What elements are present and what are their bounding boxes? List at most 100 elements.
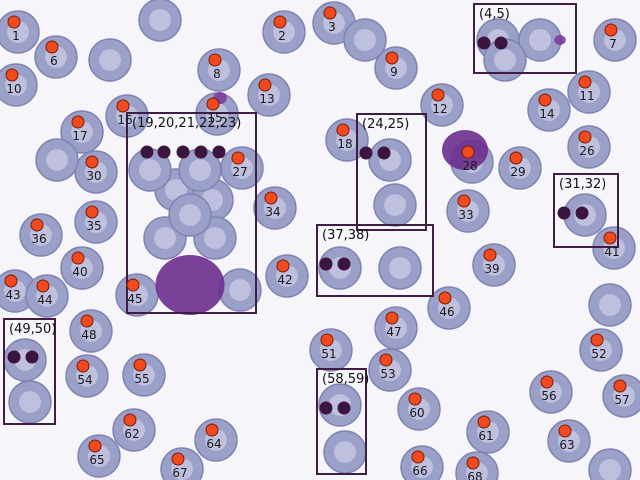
cell-number-label: 64	[206, 437, 222, 451]
cell-number-label: 46	[439, 305, 455, 319]
cell-number-label: 2	[278, 29, 286, 43]
cell-marker	[5, 68, 19, 82]
red-blood-cell	[368, 138, 412, 182]
cell-marker	[613, 379, 627, 393]
group-member-dot	[575, 206, 589, 220]
red-blood-cell	[128, 148, 172, 192]
cell-number-label: 34	[265, 205, 281, 219]
cell-marker	[36, 279, 50, 293]
cell-group-box: (31,32)	[553, 173, 619, 248]
cell-number-label: 8	[213, 67, 221, 81]
group-label: (49,50)	[9, 322, 57, 337]
cell-number-label: 45	[127, 292, 143, 306]
cell-number-label: 27	[232, 165, 248, 179]
group-member-dot	[477, 36, 491, 50]
group-member-dot	[359, 146, 373, 160]
cell-marker	[578, 75, 592, 89]
cell-marker	[171, 452, 185, 466]
group-member-dot	[494, 36, 508, 50]
cell-number-label: 13	[259, 92, 275, 106]
cell-number-label: 60	[409, 406, 425, 420]
group-member-dot	[157, 145, 171, 159]
cell-marker	[323, 6, 337, 20]
cell-marker	[258, 78, 272, 92]
cell-marker	[273, 15, 287, 29]
cell-marker	[540, 375, 554, 389]
cell-marker	[509, 151, 523, 165]
red-blood-cell	[588, 448, 632, 480]
cell-number-label: 35	[86, 219, 102, 233]
cell-marker	[604, 23, 618, 37]
group-label: (31,32)	[559, 177, 607, 192]
cell-number-label: 12	[432, 102, 448, 116]
cell-number-label: 53	[380, 367, 396, 381]
cell-marker	[538, 93, 552, 107]
group-member-dot	[194, 145, 208, 159]
cell-number-label: 29	[510, 165, 526, 179]
cell-marker	[85, 205, 99, 219]
cell-marker	[578, 130, 592, 144]
group-member-dot	[25, 350, 39, 364]
cell-number-label: 26	[579, 144, 595, 158]
cell-number-label: 62	[124, 427, 140, 441]
group-member-dot	[337, 401, 351, 415]
cell-number-label: 17	[72, 129, 88, 143]
cell-marker	[206, 97, 220, 111]
cell-number-label: 7	[609, 37, 617, 51]
cell-marker	[7, 15, 21, 29]
cell-marker	[205, 423, 219, 437]
cell-marker	[45, 40, 59, 54]
cell-number-label: 67	[172, 466, 188, 480]
cell-group-box: (37,38)	[316, 224, 434, 297]
cell-number-label: 28	[462, 159, 478, 173]
red-blood-cell	[178, 148, 222, 192]
group-member-dot	[377, 146, 391, 160]
group-member-dot	[140, 145, 154, 159]
cell-number-label: 14	[539, 107, 555, 121]
cell-marker	[411, 450, 425, 464]
cell-marker	[30, 218, 44, 232]
red-blood-cell	[138, 0, 182, 42]
cell-number-label: 56	[541, 389, 557, 403]
cell-number-label: 41	[604, 245, 620, 259]
cell-group-box: (19,20,21,22,23)	[126, 112, 257, 314]
group-member-dot	[212, 145, 226, 159]
cell-marker	[385, 51, 399, 65]
cell-marker	[116, 99, 130, 113]
cell-marker	[231, 151, 245, 165]
cell-marker	[85, 155, 99, 169]
cell-marker	[477, 415, 491, 429]
cell-number-label: 16	[117, 113, 133, 127]
cell-marker	[88, 439, 102, 453]
cell-number-label: 47	[386, 325, 402, 339]
cell-marker	[379, 353, 393, 367]
cell-number-label: 43	[5, 288, 21, 302]
red-blood-cell	[343, 18, 387, 62]
cell-marker	[71, 251, 85, 265]
group-label: (4,5)	[479, 7, 510, 22]
cell-number-label: 57	[614, 393, 630, 407]
cell-marker	[264, 191, 278, 205]
cell-group-box: (58,59)	[316, 368, 370, 475]
group-label: (24,25)	[362, 117, 410, 132]
cell-marker	[438, 291, 452, 305]
cell-number-label: 68	[467, 470, 483, 480]
red-blood-cell	[518, 18, 562, 62]
cell-number-label: 9	[390, 65, 398, 79]
leukocyte-nucleus	[155, 255, 225, 315]
cell-marker	[80, 314, 94, 328]
cell-number-label: 65	[89, 453, 105, 467]
red-blood-cell	[588, 283, 632, 327]
cell-marker	[558, 424, 572, 438]
cell-marker	[208, 53, 222, 67]
cell-marker	[71, 115, 85, 129]
group-label: (58,59)	[322, 372, 370, 387]
group-member-dot	[319, 401, 333, 415]
red-blood-cell	[373, 183, 417, 227]
cell-marker	[431, 88, 445, 102]
cell-number-label: 11	[579, 89, 595, 103]
group-member-dot	[319, 257, 333, 271]
cell-marker	[483, 248, 497, 262]
cell-number-label: 40	[72, 265, 88, 279]
